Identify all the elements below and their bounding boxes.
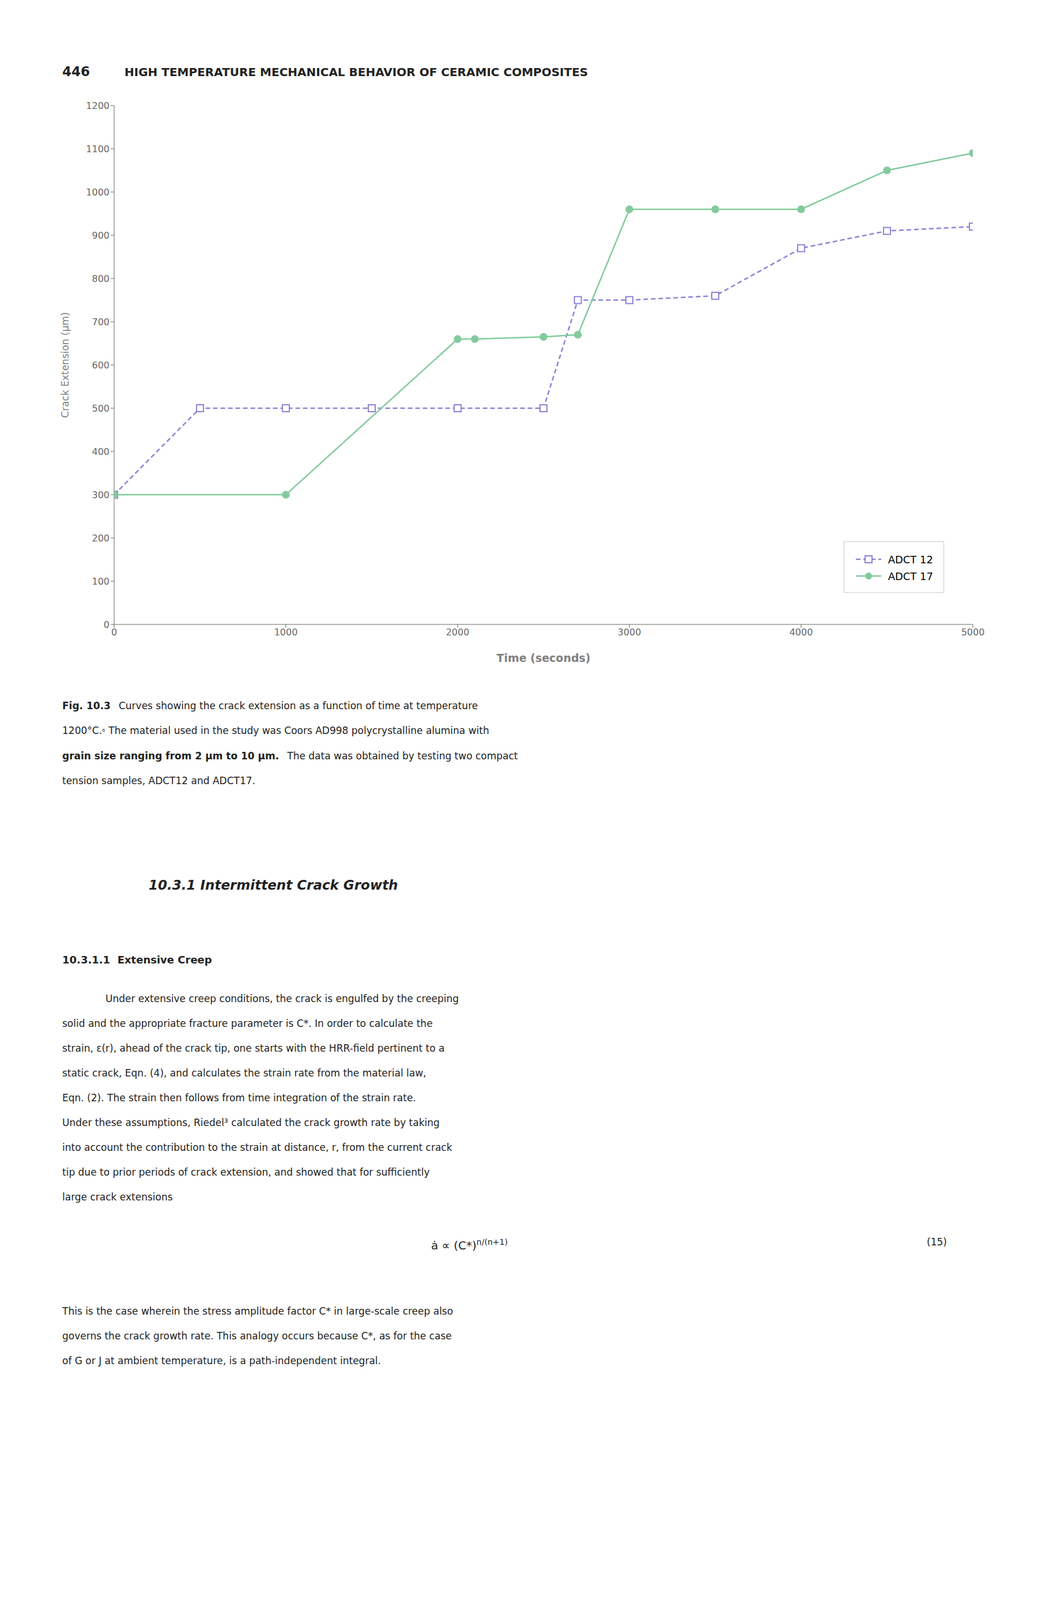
html-text:tension samples, ADCT12 and AD: tension samples, ADCT12 and ADCT17. xyxy=(62,774,256,787)
svg-text:0: 0 xyxy=(111,626,117,638)
svg-text:700: 700 xyxy=(91,316,110,328)
html-text:grain size ranging from 2 μm t: grain size ranging from 2 μm to 10 μm. xyxy=(62,749,280,762)
svg-text:300: 300 xyxy=(91,489,110,501)
svg-text:3000: 3000 xyxy=(617,626,642,638)
svg-text:500: 500 xyxy=(91,402,110,414)
svg-text:800: 800 xyxy=(91,273,110,285)
html-text:governs the crack growth rate.: governs the crack growth rate. This anal… xyxy=(62,1329,452,1342)
html-text:10.3.1.1 Extensive Creep: 10.3.1.1 Extensive Creep xyxy=(62,953,212,966)
html-text:of G or J at ambient temperatu: of G or J at ambient temperature, is a p… xyxy=(62,1354,381,1367)
html-text:strain, ε(r), ahead of the cra: strain, ε(r), ahead of the crack tip, on… xyxy=(62,1042,445,1054)
svg-text:2000: 2000 xyxy=(446,626,470,638)
html-text:(15): (15) xyxy=(926,1235,947,1248)
html-text:10.3.1 Intermittent Crack Grow: 10.3.1 Intermittent Crack Growth xyxy=(148,876,398,892)
svg-text:1200: 1200 xyxy=(85,100,110,112)
svg-text:Time (seconds): Time (seconds) xyxy=(496,651,591,664)
html-text:The data was obtained by testi: The data was obtained by testing two com… xyxy=(287,749,518,762)
html-text:Eqn. (2). The strain then foll: Eqn. (2). The strain then follows from t… xyxy=(62,1091,417,1104)
html-text:446: 446 xyxy=(62,63,90,79)
html-text:large crack extensions: large crack extensions xyxy=(62,1190,173,1203)
html-text:HIGH TEMPERATURE MECHANICAL BE: HIGH TEMPERATURE MECHANICAL BEHAVIOR OF … xyxy=(124,65,589,79)
svg-text:Crack Extension (μm): Crack Extension (μm) xyxy=(59,311,71,418)
svg-text:400: 400 xyxy=(91,446,110,458)
svg-text:100: 100 xyxy=(91,575,110,587)
html-text:This is the case wherein the s: This is the case wherein the stress ampl… xyxy=(62,1304,454,1317)
html-text:Under these assumptions, Riede: Under these assumptions, Riedel³ calcula… xyxy=(62,1116,440,1129)
html-text:tip due to prior periods of cr: tip due to prior periods of crack extens… xyxy=(62,1166,430,1178)
svg-text:600: 600 xyxy=(91,359,110,371)
svg-text:1000: 1000 xyxy=(85,186,110,198)
html-text:ADCT 17: ADCT 17 xyxy=(887,569,934,582)
html-text:into account the contribution: into account the contribution to the str… xyxy=(62,1141,453,1153)
svg-text:4000: 4000 xyxy=(789,626,814,638)
html-text:1200°C.⁶ The material used in: 1200°C.⁶ The material used in the study … xyxy=(62,724,490,736)
svg-text:1100: 1100 xyxy=(85,143,110,155)
svg-text:900: 900 xyxy=(91,229,110,241)
html-text:Curves showing the crack exten: Curves showing the crack extension as a … xyxy=(118,699,478,712)
svg-text:5000: 5000 xyxy=(961,626,985,638)
html-text:Fig. 10.3: Fig. 10.3 xyxy=(62,699,111,712)
html-text:solid and the appropriate frac: solid and the appropriate fracture param… xyxy=(62,1017,433,1030)
svg-text:1000: 1000 xyxy=(274,626,298,638)
html-text:static crack, Eqn. (4), and ca: static crack, Eqn. (4), and calculates t… xyxy=(62,1067,427,1079)
svg-text:0: 0 xyxy=(103,618,110,630)
html-text:Under extensive creep conditio: Under extensive creep conditions, the cr… xyxy=(105,992,459,1005)
html-text:ADCT 12: ADCT 12 xyxy=(887,553,934,566)
svg-text:200: 200 xyxy=(91,532,110,544)
html-text:ȧ ∝ (C*)n/(n+1): ȧ ∝ (C*)n/(n+1) xyxy=(431,1236,508,1252)
